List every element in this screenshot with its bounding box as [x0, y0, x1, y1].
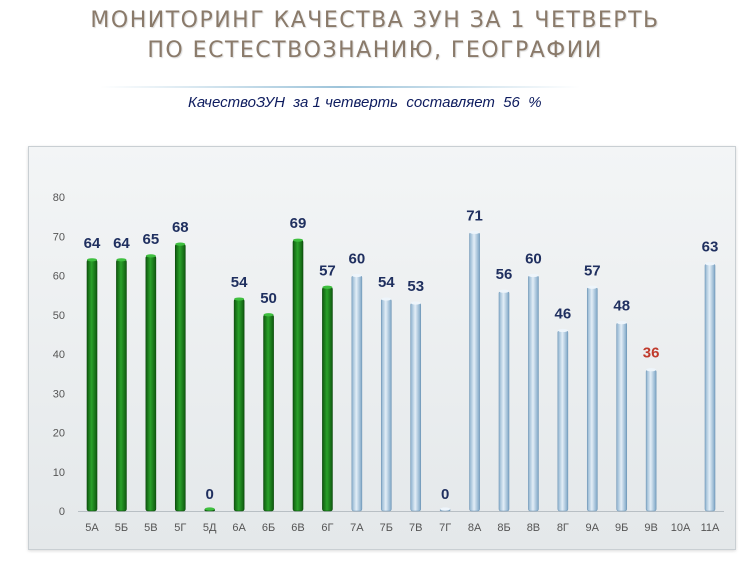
x-tick-label: 5А: [85, 522, 99, 534]
bar-cap: [528, 273, 539, 278]
bar: [704, 263, 716, 512]
bar: [292, 239, 304, 512]
y-tick-label: 40: [53, 349, 65, 361]
x-tick-label: 5Б: [115, 522, 128, 534]
bar: [174, 243, 186, 512]
data-label: 54: [378, 274, 395, 291]
bar: [586, 286, 598, 512]
data-label: 53: [407, 278, 424, 295]
bar-cap: [469, 230, 480, 234]
bar: [86, 259, 98, 512]
data-label: 56: [496, 266, 513, 283]
data-label: 65: [143, 231, 160, 248]
bar: [351, 275, 363, 512]
x-tick-label: 9Б: [615, 522, 628, 534]
data-label: 71: [466, 207, 483, 224]
bar: [380, 298, 392, 512]
bar: [528, 275, 539, 512]
chart-subtitle: КачествоЗУН за 1 четверть составляет 56 …: [188, 94, 542, 111]
title-divider: [100, 86, 580, 88]
data-label: 60: [349, 251, 366, 268]
bar: [322, 286, 333, 512]
bar-cap: [87, 258, 97, 262]
x-tick-label: 9В: [644, 522, 657, 534]
y-tick-label: 20: [53, 428, 65, 440]
page-title: МОНИТОРИНГ КАЧЕСТВА ЗУН ЗА 1 ЧЕТВЕРТЬ ПО…: [0, 6, 750, 66]
bar: [616, 322, 628, 512]
title-line-1: МОНИТОРИНГ КАЧЕСТВА ЗУН ЗА 1 ЧЕТВЕРТЬ: [90, 8, 660, 33]
data-label: 64: [113, 235, 130, 252]
bar-cap: [410, 301, 421, 305]
y-tick-label: 50: [53, 310, 65, 322]
bar: [498, 290, 510, 512]
bar-cap: [499, 289, 509, 293]
bar: [645, 369, 657, 512]
y-tick-label: 60: [53, 271, 65, 283]
bar-cap: [587, 285, 598, 289]
data-label: 64: [84, 235, 101, 252]
data-label: 46: [555, 305, 572, 322]
bar: [145, 255, 157, 512]
y-tick-label: 10: [53, 467, 65, 479]
bar-cap: [175, 242, 186, 246]
bar: [116, 259, 127, 512]
x-tick-label: 8В: [527, 522, 540, 534]
bar-cap: [145, 254, 156, 258]
x-tick-label: 8А: [468, 522, 482, 534]
x-tick-label: 9А: [586, 522, 600, 534]
data-label: 63: [702, 239, 719, 256]
data-label: 48: [613, 298, 630, 315]
bar-cap: [116, 258, 127, 262]
data-label: 54: [231, 274, 248, 291]
x-tick-label: 7В: [409, 522, 422, 534]
data-label: 0: [206, 486, 214, 503]
data-label: 57: [584, 262, 601, 279]
data-label: 68: [172, 219, 189, 236]
data-label: 69: [290, 215, 307, 232]
bar-cap: [440, 507, 451, 511]
x-tick-label: 6А: [232, 522, 246, 534]
x-tick-label: 6Г: [321, 522, 333, 534]
title-line-2: ПО ЕСТЕСТВОЗНАНИЮ, ГЕОГРАФИИ: [147, 38, 603, 63]
x-tick-label: 5Д: [203, 522, 217, 534]
bar-cap: [646, 368, 657, 372]
bar-cap: [234, 297, 245, 301]
x-tick-label: 5В: [144, 522, 157, 534]
bar: [557, 330, 569, 512]
bar-cap: [293, 238, 303, 242]
bar-cap: [204, 507, 215, 511]
bar: [263, 314, 274, 512]
x-tick-label: 5Г: [174, 522, 186, 534]
y-tick-label: 0: [59, 506, 65, 518]
x-tick-label: 6В: [291, 522, 304, 534]
x-tick-label: 7Г: [439, 522, 451, 534]
x-tick-label: 8Г: [557, 522, 569, 534]
data-label: 0: [441, 486, 449, 503]
bar-cap: [351, 273, 362, 278]
x-tick-label: 7А: [350, 522, 364, 534]
y-tick-label: 70: [53, 231, 65, 243]
bar-cap: [705, 262, 715, 266]
bar-cap: [381, 297, 392, 301]
data-label: 36: [643, 345, 660, 362]
x-tick-label: 6Б: [262, 522, 275, 534]
bar-cap: [557, 328, 568, 333]
x-tick-label: 7Б: [380, 522, 393, 534]
bar-cap: [616, 321, 627, 325]
bar: [410, 302, 422, 512]
x-tick-label: 11А: [701, 522, 720, 534]
data-label: 57: [319, 262, 336, 279]
x-tick-label: 8Б: [497, 522, 510, 534]
y-tick-label: 80: [53, 192, 65, 204]
bar: [469, 232, 480, 512]
data-label: 60: [525, 251, 542, 268]
x-tick-label: 10А: [671, 522, 691, 534]
bar-cap: [322, 285, 333, 289]
bar: [233, 298, 245, 512]
data-label: 50: [260, 290, 277, 307]
y-tick-label: 30: [53, 388, 65, 400]
bar-cap: [263, 313, 274, 317]
